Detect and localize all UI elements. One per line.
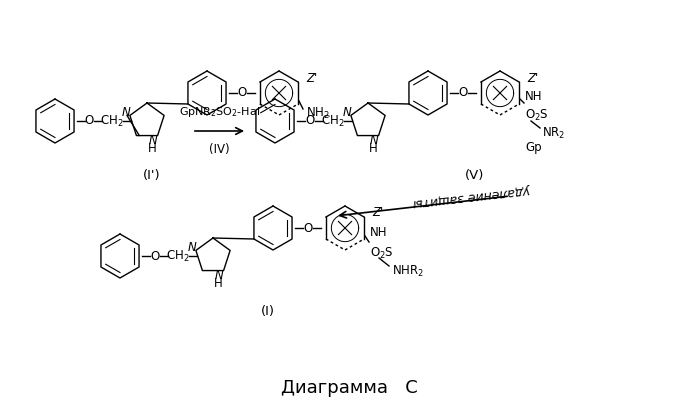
Text: (I): (I): [261, 305, 275, 317]
Text: O: O: [238, 87, 247, 99]
Text: NH$_2$: NH$_2$: [306, 105, 330, 121]
Text: (I'): (I'): [143, 169, 161, 183]
Text: N: N: [369, 134, 378, 147]
Text: N: N: [148, 134, 157, 147]
Text: H: H: [148, 142, 157, 155]
Text: H: H: [369, 142, 378, 155]
Text: CH$_2$: CH$_2$: [166, 248, 190, 264]
Text: NHR$_2$: NHR$_2$: [392, 263, 424, 279]
Text: O: O: [85, 114, 94, 127]
Text: O$_2$S: O$_2$S: [370, 245, 394, 260]
Text: O: O: [305, 114, 315, 127]
Text: N: N: [122, 106, 130, 119]
Text: CH$_2$: CH$_2$: [100, 114, 124, 129]
Text: GpNR$_2$SO$_2$-Hal: GpNR$_2$SO$_2$-Hal: [179, 105, 260, 119]
Text: удаление защиты: удаление защиты: [413, 183, 532, 209]
Text: Z': Z': [306, 72, 317, 84]
Text: NH: NH: [370, 226, 387, 240]
Text: O: O: [150, 250, 159, 262]
Text: NH: NH: [525, 89, 542, 102]
Text: (IV): (IV): [209, 143, 230, 156]
Text: (V): (V): [466, 169, 484, 183]
Text: H: H: [214, 277, 223, 290]
Text: Gp: Gp: [525, 141, 542, 154]
Text: O$_2$S: O$_2$S: [525, 107, 549, 123]
Text: CH$_2$: CH$_2$: [322, 114, 345, 129]
Text: O: O: [303, 221, 312, 235]
Text: N: N: [343, 106, 352, 119]
Text: Диаграмма   C: Диаграмма C: [281, 379, 418, 397]
Text: Z': Z': [372, 206, 383, 220]
Text: N: N: [187, 241, 196, 254]
Text: Z': Z': [527, 72, 538, 84]
Text: NR$_2$: NR$_2$: [542, 126, 565, 141]
Text: N: N: [214, 269, 223, 282]
Text: O: O: [459, 87, 468, 99]
